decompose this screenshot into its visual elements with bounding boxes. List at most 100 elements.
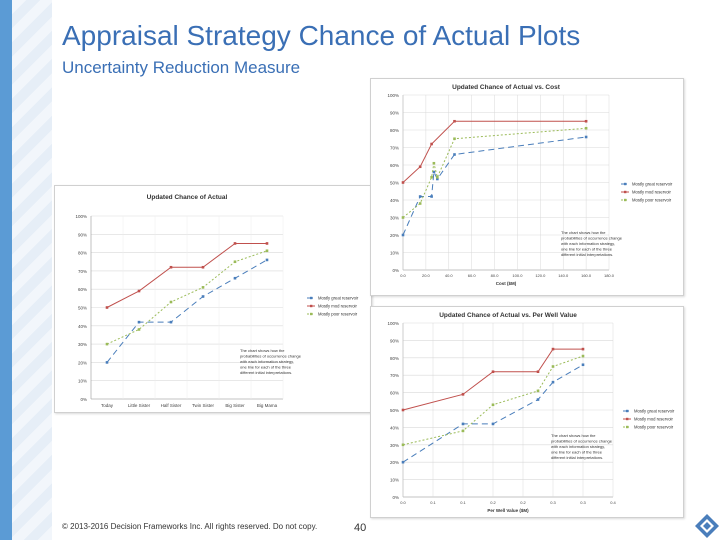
legend-label: Mostly mod reservoir	[318, 304, 357, 309]
data-point	[201, 265, 205, 269]
series-line	[402, 355, 584, 446]
legend-label: Mostly mod reservoir	[634, 417, 673, 422]
legend-marker	[624, 182, 627, 186]
y-tick-label: 80%	[390, 128, 399, 133]
data-point	[551, 380, 555, 384]
data-point	[401, 408, 405, 412]
data-point	[265, 249, 269, 253]
data-point	[536, 398, 540, 401]
copyright-footer: © 2013-2016 Decision Frameworks Inc. All…	[62, 522, 318, 531]
data-point	[581, 354, 585, 358]
x-tick-label: 0.3	[550, 500, 556, 505]
data-point	[430, 195, 433, 198]
chart-annotation-line: with each information strategy,	[561, 241, 615, 246]
x-tick-label: 0.3	[580, 500, 586, 505]
y-tick-label: 70%	[78, 269, 87, 274]
y-tick-label: 80%	[78, 251, 87, 256]
data-point	[584, 126, 588, 130]
x-tick-label: 100.0	[512, 273, 523, 278]
chart-annotation-line: The chart shows how the	[240, 348, 285, 353]
chart-title: Updated Chance of Actual vs. Per Well Va…	[439, 312, 577, 319]
legend-label: Mostly great reservoir	[634, 409, 675, 414]
chart-annotation-line: one line for each of the three	[240, 365, 292, 370]
data-point	[581, 363, 585, 367]
chart-annotation-line: different initial interpretations.	[240, 370, 292, 375]
data-point	[453, 119, 456, 123]
x-tick-label: Half Sister	[161, 403, 182, 408]
series-line	[106, 250, 268, 345]
x-axis-label: Per Well Value ($M)	[487, 508, 529, 513]
y-tick-label: 70%	[390, 146, 399, 151]
data-point	[169, 300, 173, 304]
chart-annotation-line: The chart shows how the	[561, 230, 606, 235]
legend-marker	[626, 425, 629, 429]
data-point	[169, 320, 173, 324]
data-point	[432, 170, 436, 174]
x-axis-label: Cost ($M)	[496, 281, 517, 286]
y-tick-label: 0%	[392, 495, 399, 500]
data-point	[584, 119, 588, 123]
chart-chance-vs-per-well-value-svg: Updated Chance of Actual vs. Per Well Va…	[387, 312, 675, 513]
data-point	[265, 242, 269, 245]
data-point	[536, 370, 540, 374]
data-point	[401, 181, 405, 184]
legend-marker	[310, 296, 313, 300]
chart-chance-vs-cost-svg: Updated Chance of Actual vs. Cost 0% 10% 20…	[387, 84, 672, 286]
data-point	[233, 260, 237, 264]
y-tick-label: 100%	[75, 214, 87, 219]
y-tick-label: 50%	[78, 306, 87, 311]
x-tick-label: Big Mama	[257, 403, 278, 408]
y-tick-label: 80%	[390, 356, 399, 361]
data-point	[461, 429, 465, 433]
data-point	[233, 276, 237, 280]
y-tick-label: 90%	[78, 232, 87, 237]
legend-label: Mostly poor reservoir	[318, 312, 358, 317]
legend-marker	[626, 417, 629, 421]
chart-updated-chance: Updated Chance of Actual 0% 10% 20% 30% 40% 50…	[54, 185, 372, 413]
data-point	[430, 142, 433, 146]
series-line	[402, 348, 583, 411]
y-tick-label: 30%	[78, 342, 87, 347]
x-tick-label: 140.0	[558, 273, 569, 278]
y-tick-label: 20%	[390, 460, 399, 465]
x-tick-label: 0.2	[490, 500, 496, 505]
y-tick-label: 10%	[390, 478, 399, 483]
chart-annotation-line: with each information strategy,	[551, 444, 605, 449]
data-point	[430, 175, 433, 179]
x-tick-label: 40.0	[445, 273, 454, 278]
y-tick-label: 70%	[390, 373, 399, 378]
data-point	[551, 365, 555, 368]
y-tick-label: 90%	[390, 111, 399, 116]
chart-annotation-line: with each information strategy,	[240, 359, 294, 364]
slide-title: Appraisal Strategy Chance of Actual Plot…	[62, 20, 581, 51]
left-accent-bar	[0, 0, 12, 540]
data-point	[265, 258, 269, 262]
x-tick-label: 60.0	[468, 273, 477, 278]
legend-marker	[624, 198, 627, 202]
left-pattern-strip	[12, 0, 52, 540]
data-point	[418, 202, 422, 205]
data-point	[401, 443, 405, 447]
chart-chance-vs-per-well-value: Updated Chance of Actual vs. Per Well Va…	[370, 306, 684, 518]
chart-annotation-line: different initial interpretations.	[561, 252, 613, 257]
chart-title: Updated Chance of Actual	[147, 194, 228, 201]
y-tick-label: 10%	[78, 379, 87, 384]
y-tick-label: 100%	[387, 93, 399, 98]
data-point	[581, 347, 585, 351]
y-tick-label: 0%	[80, 397, 87, 402]
data-point	[201, 286, 205, 289]
x-tick-label: 0.1	[460, 500, 466, 505]
data-point	[401, 460, 405, 464]
x-tick-label: Twin Sister	[192, 403, 215, 408]
y-tick-label: 20%	[390, 233, 399, 238]
y-tick-label: 60%	[390, 391, 399, 396]
y-tick-label: 30%	[390, 216, 399, 221]
legend-label: Mostly poor reservoir	[634, 425, 674, 430]
data-point	[105, 306, 109, 309]
chart-annotation-line: probabilities of occurrence change	[551, 439, 613, 444]
x-tick-label: 80.0	[491, 273, 500, 278]
x-tick-label: 120.0	[535, 273, 546, 278]
series-line	[106, 242, 267, 308]
y-tick-label: 90%	[390, 338, 399, 343]
chart-annotation-line: one line for each of the three	[561, 247, 613, 252]
